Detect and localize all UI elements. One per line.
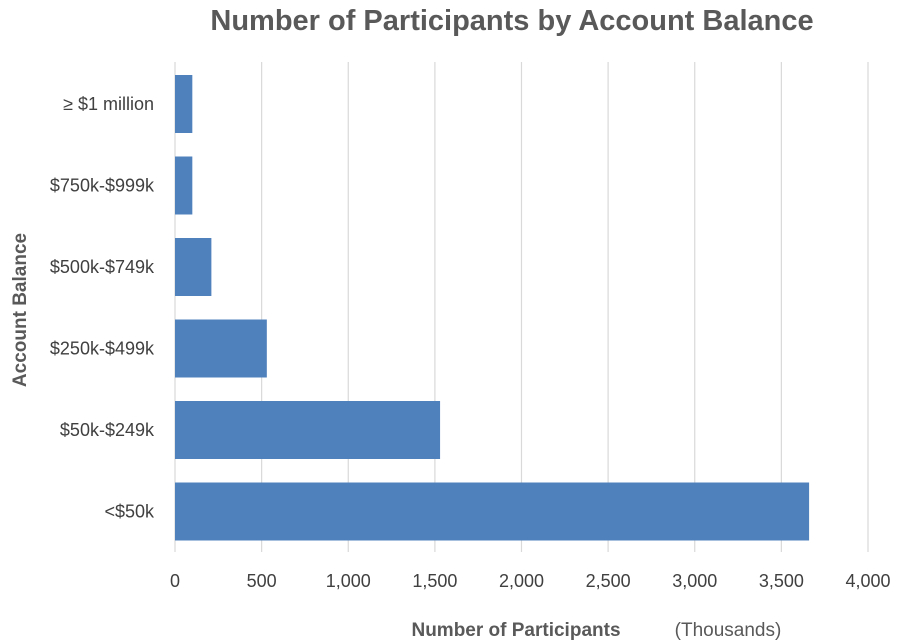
x-tick-label: 1,000 bbox=[326, 571, 371, 591]
x-tick-label: 3,000 bbox=[672, 571, 717, 591]
gridlines bbox=[174, 62, 869, 552]
x-tick-label: 500 bbox=[247, 571, 277, 591]
bar-4 bbox=[175, 401, 441, 459]
x-tick-label: 4,000 bbox=[845, 571, 890, 591]
y-tick-label: $750k-$999k bbox=[50, 176, 155, 196]
x-tick-label: 3,500 bbox=[759, 571, 804, 591]
bar-5 bbox=[175, 482, 810, 541]
x-tick-label: 2,500 bbox=[586, 571, 631, 591]
bar-1 bbox=[175, 156, 193, 215]
y-tick-label: <$50k bbox=[104, 502, 155, 522]
bar-0 bbox=[175, 75, 193, 133]
chart-title: Number of Participants by Account Balanc… bbox=[210, 5, 813, 37]
y-axis-title: Account Balance bbox=[10, 233, 31, 387]
x-tick-label: 2,000 bbox=[499, 571, 544, 591]
y-tick-label: ≥ $1 million bbox=[63, 94, 154, 114]
y-tick-labels: ≥ $1 million $750k-$999k $500k-$749k $250k-… bbox=[50, 94, 155, 522]
bars bbox=[175, 75, 810, 541]
x-axis-title: Number of Participants bbox=[411, 620, 620, 641]
y-tick-label: $50k-$249k bbox=[60, 420, 155, 440]
x-axis-unit-note: (Thousands) bbox=[675, 620, 782, 641]
y-tick-label: $500k-$749k bbox=[50, 257, 155, 277]
y-tick-label: $250k-$499k bbox=[50, 339, 155, 359]
x-tick-label: 0 bbox=[170, 571, 180, 591]
x-tick-labels: 0 500 1,000 1,500 2,000 2,500 3,000 3,500 4,000 bbox=[170, 571, 891, 591]
x-tick-label: 1,500 bbox=[412, 571, 457, 591]
bar-2 bbox=[175, 238, 212, 296]
bar-3 bbox=[175, 319, 267, 378]
